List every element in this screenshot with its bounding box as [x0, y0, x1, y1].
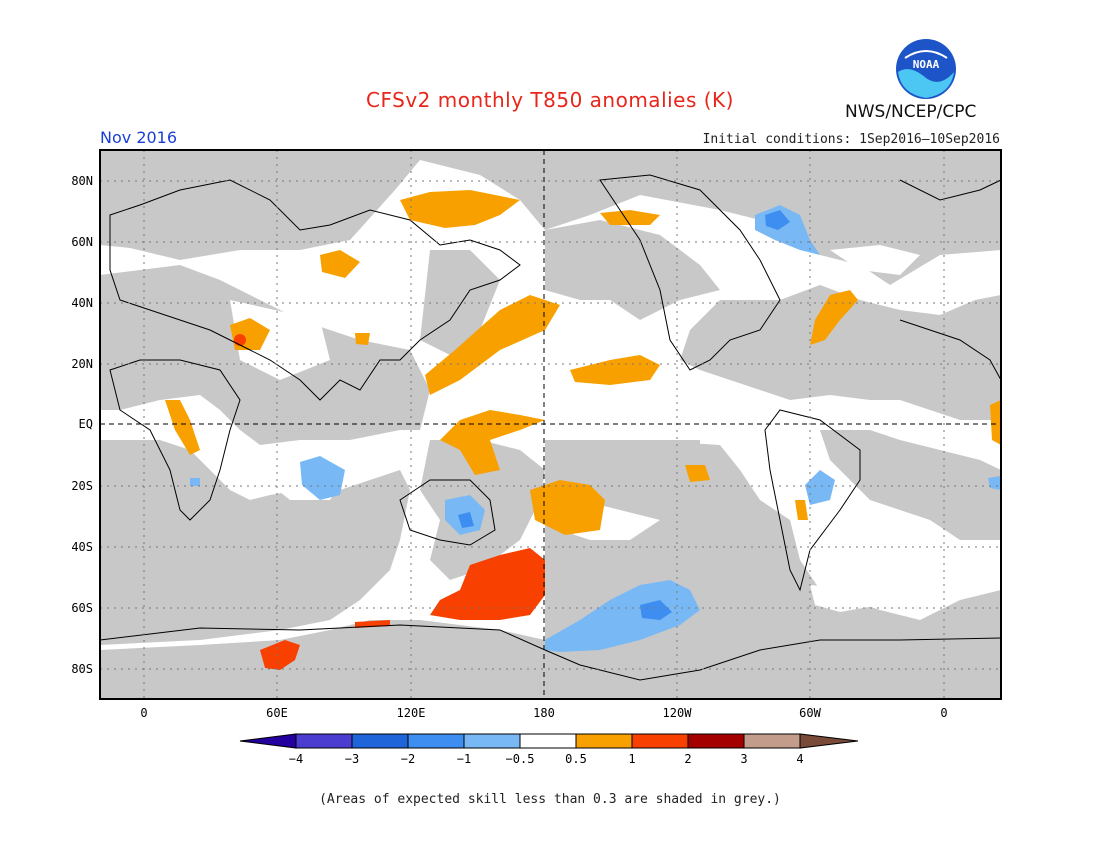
colorbar-arrow-right	[799, 733, 859, 749]
lat-label: 20S	[71, 479, 93, 493]
lon-label: 0	[940, 706, 947, 720]
colorbar-label: −0.5	[506, 752, 535, 766]
lon-label: 0	[140, 706, 147, 720]
warm-anomaly-red	[234, 334, 545, 670]
lon-label: 180	[533, 706, 555, 720]
colorbar-segment	[351, 733, 409, 749]
lat-label: 60N	[71, 235, 93, 249]
skill-caption: (Areas of expected skill less than 0.3 a…	[319, 792, 781, 807]
reference-lines	[100, 150, 1001, 699]
colorbar-segment	[295, 733, 353, 749]
colorbar-label: 0.5	[565, 752, 587, 766]
colorbar-segment	[463, 733, 521, 749]
colorbar	[239, 733, 859, 749]
colorbar-label: 2	[684, 752, 691, 766]
colorbar-label: −2	[401, 752, 415, 766]
colorbar-label: −4	[289, 752, 303, 766]
lat-label: 40N	[71, 296, 93, 310]
lon-label: 60W	[799, 706, 821, 720]
map-title: CFSv2 monthly T850 anomalies (K)	[366, 88, 734, 112]
lat-label: 80N	[71, 174, 93, 188]
noaa-logo-text: NOAA	[913, 58, 940, 71]
neutral-patches	[230, 245, 920, 612]
colorbar-segment	[631, 733, 689, 749]
colorbar-label: 1	[628, 752, 635, 766]
latitude-labels: 80N 60N 40N 20N EQ 20S 40S 60S 80S	[71, 174, 93, 676]
lat-label: 40S	[71, 540, 93, 554]
colorbar-segment	[743, 733, 801, 749]
initial-conditions: Initial conditions: 1Sep2016–10Sep2016	[702, 132, 1000, 147]
lat-label: 60S	[71, 601, 93, 615]
longitude-labels: 0 60E 120E 180 120W 60W 0	[140, 706, 947, 720]
colorbar-label: 3	[740, 752, 747, 766]
colorbar-label: −1	[457, 752, 471, 766]
lon-label: 60E	[266, 706, 288, 720]
colorbar-segment	[687, 733, 745, 749]
coastlines	[99, 174, 1002, 681]
low-skill-grey-regions	[100, 150, 1001, 699]
cool-anomaly-blue	[458, 210, 790, 620]
colorbar-labels: −4 −3 −2 −1 −0.5 0.5 1 2 3 4	[289, 752, 804, 766]
lon-label: 120E	[397, 706, 426, 720]
colorbar-arrow-left	[239, 733, 297, 749]
warm-anomaly-orange	[165, 190, 1001, 535]
colorbar-segment	[575, 733, 633, 749]
agency-label: NWS/NCEP/CPC	[845, 102, 977, 122]
forecast-month: Nov 2016	[100, 128, 178, 147]
map-frame	[99, 149, 1002, 700]
colorbar-segment	[407, 733, 465, 749]
noaa-logo: NOAA	[896, 39, 956, 99]
lon-label: 120W	[663, 706, 693, 720]
lat-label: 80S	[71, 662, 93, 676]
colorbar-label: −3	[345, 752, 359, 766]
colorbar-label: 4	[796, 752, 803, 766]
lat-label: EQ	[79, 417, 93, 431]
lat-label: 20N	[71, 357, 93, 371]
anomaly-map: 80N 60N 40N 20N EQ 20S 40S 60S 80S 0 60E…	[71, 149, 1002, 766]
colorbar-segment	[519, 733, 577, 749]
